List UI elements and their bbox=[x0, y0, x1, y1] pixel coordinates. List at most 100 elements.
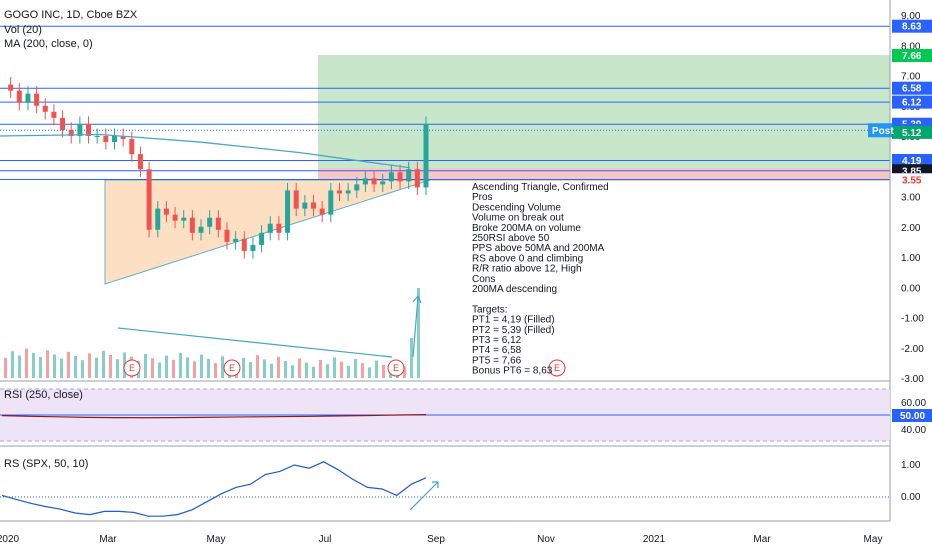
candle-body-46 bbox=[397, 172, 403, 182]
volume-bar-49 bbox=[347, 365, 350, 378]
volume-bar-50 bbox=[354, 359, 357, 378]
candle-body-2 bbox=[16, 90, 22, 103]
volume-bar-6 bbox=[46, 350, 49, 378]
earnings-marker-2[interactable] bbox=[387, 359, 405, 377]
price-tick-7: 2.00 bbox=[901, 223, 921, 234]
time-tick-0: 2020 bbox=[0, 534, 20, 545]
candle-body-18 bbox=[155, 208, 161, 230]
rsi-current-value: 50.00 bbox=[900, 411, 925, 422]
volume-bar-26 bbox=[186, 357, 189, 378]
level-tag-1: 7.66 bbox=[902, 51, 922, 62]
level-tag-2: 6.58 bbox=[902, 84, 922, 95]
reward-zone bbox=[318, 55, 890, 168]
volume-breakout-arrow bbox=[412, 296, 419, 358]
volume-indicator-label: Vol (20) bbox=[4, 24, 42, 36]
earnings-marker-0[interactable] bbox=[123, 359, 141, 377]
time-tick-6: 2021 bbox=[643, 534, 666, 545]
rsi-current-badge bbox=[892, 409, 932, 422]
level-tag-bg-3 bbox=[892, 95, 932, 109]
volume-bar-39 bbox=[277, 356, 280, 378]
volume-bar-52 bbox=[368, 367, 371, 378]
annotation-line-12: Targets: bbox=[472, 304, 508, 315]
candle-body-38 bbox=[328, 190, 334, 215]
candle-body-7 bbox=[60, 117, 66, 130]
volume-bar-25 bbox=[179, 353, 182, 378]
level-tag-10: 3.55 bbox=[902, 175, 922, 186]
price-tick-1: 8.00 bbox=[901, 41, 921, 52]
time-tick-1: Mar bbox=[99, 534, 117, 545]
volume-bar-27 bbox=[193, 361, 196, 378]
rsi-tick-60: 60.00 bbox=[901, 398, 926, 409]
candle-body-19 bbox=[163, 208, 169, 215]
volume-bar-13 bbox=[95, 357, 98, 378]
annotation-line-7: RS above 0 and climbing bbox=[472, 253, 583, 264]
volume-bar-14 bbox=[102, 350, 105, 378]
candle-body-31 bbox=[267, 223, 273, 233]
level-tag-0: 8.63 bbox=[902, 22, 922, 33]
candle-body-28 bbox=[241, 238, 247, 251]
volume-bar-48 bbox=[340, 361, 343, 378]
volume-arrow-head bbox=[412, 294, 422, 304]
annotation-line-5: 250RSI above 50 bbox=[472, 233, 550, 244]
annotation-line-4: Broke 200MA on volume bbox=[472, 223, 581, 234]
rs-line bbox=[1, 461, 427, 517]
volume-bar-10 bbox=[74, 356, 77, 378]
volume-bar-5 bbox=[39, 357, 42, 378]
level-tag-bg-0 bbox=[892, 19, 932, 33]
volume-bar-44 bbox=[312, 366, 315, 378]
ma200-line bbox=[0, 133, 411, 169]
volume-bar-21 bbox=[151, 358, 154, 378]
annotation-line-14: PT2 = 5,39 (Filled) bbox=[472, 325, 555, 336]
candle-body-48 bbox=[414, 169, 420, 188]
level-tag-8: 3.85 bbox=[902, 166, 922, 177]
volume-bar-41 bbox=[291, 365, 294, 378]
level-tag-7: 4.19 bbox=[902, 156, 922, 167]
candle-body-29 bbox=[250, 244, 256, 251]
level-tag-3: 6.12 bbox=[902, 98, 922, 109]
candle-body-1 bbox=[8, 84, 14, 91]
post-badge: Post bbox=[872, 126, 894, 137]
candle-body-35 bbox=[302, 202, 308, 209]
earnings-marker-label-1: E bbox=[229, 363, 235, 373]
candle-body-33 bbox=[285, 190, 291, 233]
earnings-marker-label-0: E bbox=[129, 363, 135, 373]
annotation-line-1: Pros bbox=[472, 192, 493, 203]
volume-bar-3 bbox=[25, 348, 28, 378]
volume-bar-4 bbox=[32, 352, 35, 378]
volume-bar-58 bbox=[410, 338, 413, 378]
price-tick-9: 0.00 bbox=[901, 283, 921, 294]
volume-bar-47 bbox=[333, 357, 336, 378]
price-tick-0: 9.00 bbox=[901, 11, 921, 22]
price-tick-12: -3.00 bbox=[901, 374, 924, 385]
annotation-line-17: PT5 = 7,66 bbox=[472, 355, 522, 366]
volume-bar-1 bbox=[11, 351, 14, 378]
annotation-line-3: Volume on break out bbox=[472, 213, 564, 224]
candle-body-17 bbox=[146, 169, 152, 230]
rs-tick-0: 0.00 bbox=[901, 492, 921, 503]
earnings-marker-3[interactable] bbox=[548, 359, 566, 377]
volume-bar-30 bbox=[214, 363, 217, 378]
candle-body-3 bbox=[25, 93, 31, 103]
price-tick-8: 1.00 bbox=[901, 253, 921, 264]
candle-body-4 bbox=[34, 93, 40, 106]
candle-body-5 bbox=[42, 105, 48, 112]
candle-body-27 bbox=[233, 238, 239, 242]
volume-trend-line bbox=[117, 327, 393, 358]
candle-body-11 bbox=[94, 136, 100, 137]
time-tick-5: Nov bbox=[537, 534, 555, 545]
level-tag-bg-1 bbox=[892, 49, 932, 63]
rs-trend-arrow bbox=[409, 481, 439, 511]
earnings-marker-1[interactable] bbox=[223, 359, 241, 377]
volume-bar-43 bbox=[305, 362, 308, 378]
candle-body-12 bbox=[103, 136, 109, 143]
level-tag-6: 5.12 bbox=[902, 128, 922, 139]
volume-bar-35 bbox=[249, 362, 252, 378]
volume-bar-23 bbox=[165, 355, 168, 378]
volume-bar-7 bbox=[53, 354, 56, 378]
volume-bar-46 bbox=[326, 364, 329, 378]
time-tick-7: Mar bbox=[753, 534, 771, 545]
earnings-marker-label-3: E bbox=[554, 363, 560, 373]
candle-body-8 bbox=[68, 129, 74, 136]
annotation-line-13: PT1 = 4,19 (Filled) bbox=[472, 315, 555, 326]
